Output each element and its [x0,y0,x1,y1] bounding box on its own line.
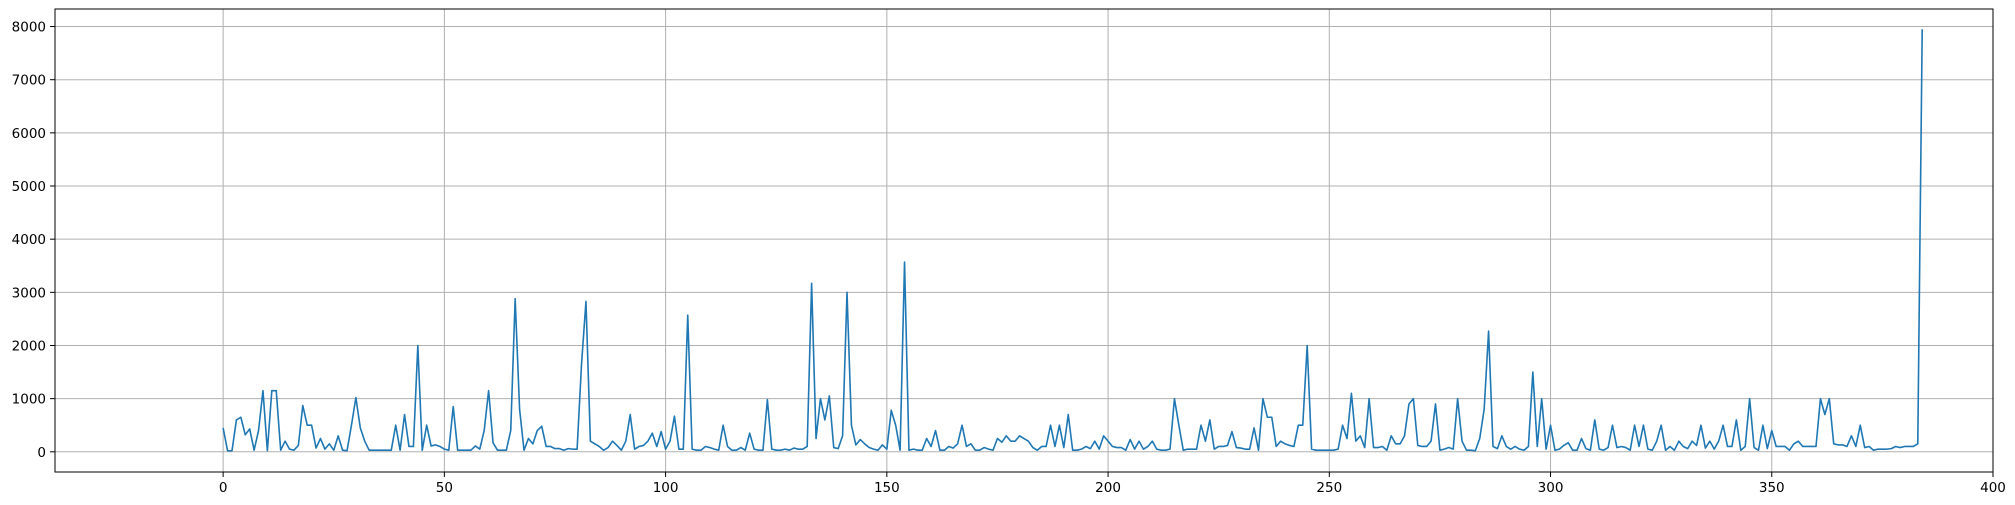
x-tick-label: 150 [874,480,900,496]
x-tick-label: 200 [1095,480,1121,496]
y-tick-label: 6000 [12,126,46,142]
x-tick-label: 50 [436,480,453,496]
y-tick-label: 2000 [12,338,46,354]
y-tick-label: 4000 [12,232,46,248]
y-tick-label: 7000 [12,73,46,89]
grid-lines [55,9,1994,472]
x-tick-label: 350 [1759,480,1785,496]
plot-frame [54,8,1994,473]
y-tick-label: 1000 [12,392,46,408]
y-tick-label: 0 [37,445,46,461]
x-tick-label: 300 [1538,480,1564,496]
x-tick-label: 100 [653,480,679,496]
x-tick-label: 400 [1980,480,2006,496]
y-tick-label: 3000 [12,285,46,301]
y-tick-label: 8000 [12,20,46,36]
axis-ticks: 0 50 100 150 200 250 300 350 4000100020003000400… [12,20,2006,496]
y-tick-label: 5000 [12,179,46,195]
series-line [222,29,1924,452]
x-tick-label: 250 [1316,480,1342,496]
x-tick-label: 0 [219,480,228,496]
series-layer [222,29,1924,452]
